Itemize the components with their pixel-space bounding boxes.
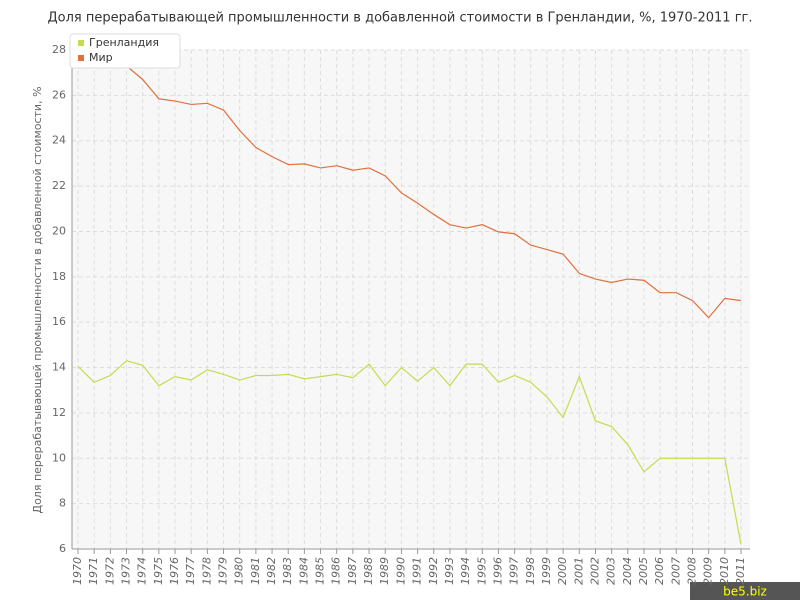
x-tick-label: 1973 xyxy=(120,557,133,585)
x-tick-label: 1983 xyxy=(281,557,294,585)
y-tick-label: 22 xyxy=(52,179,66,192)
x-tick-label: 2011 xyxy=(734,557,747,585)
x-tick-label: 1997 xyxy=(508,557,521,585)
x-tick-label: 2010 xyxy=(718,557,731,585)
y-tick-label: 16 xyxy=(52,315,66,328)
x-tick-label: 1979 xyxy=(217,557,230,585)
x-tick-label: 1977 xyxy=(184,557,197,585)
x-tick-label: 1980 xyxy=(233,557,246,585)
series-line xyxy=(77,51,742,319)
y-tick-label: 8 xyxy=(59,497,66,510)
x-tick-label: 2000 xyxy=(556,557,569,585)
x-tick-label: 1971 xyxy=(87,557,100,585)
x-tick-label: 1975 xyxy=(152,557,165,585)
legend-swatch xyxy=(78,55,84,61)
x-tick-label: 1974 xyxy=(136,557,149,585)
x-tick-label: 2008 xyxy=(685,557,698,585)
legend-box xyxy=(69,33,181,69)
x-tick-label: 2002 xyxy=(588,557,601,585)
x-tick-label: 1990 xyxy=(394,557,407,585)
x-tick-label: 1995 xyxy=(475,557,488,585)
watermark-box xyxy=(690,582,800,600)
x-tick-label: 1986 xyxy=(330,557,343,585)
x-tick-label: 2007 xyxy=(669,557,682,585)
y-tick-label: 26 xyxy=(52,88,66,101)
legend: Гренландия Мир xyxy=(69,33,181,69)
y-tick-label: 10 xyxy=(52,451,66,464)
x-tick-label: 1996 xyxy=(491,557,504,585)
y-tick-label: 12 xyxy=(52,406,66,419)
x-tick-label: 1978 xyxy=(200,557,213,585)
x-tick-label: 2006 xyxy=(653,557,666,585)
x-tick-label: 1998 xyxy=(524,557,537,585)
plot-area xyxy=(72,50,750,549)
x-tick-label: 1970 xyxy=(71,557,84,585)
x-tick-label: 1991 xyxy=(411,557,424,585)
legend-label: Мир xyxy=(89,51,113,64)
x-tick-label: 2003 xyxy=(605,557,618,585)
y-tick-label: 20 xyxy=(52,224,66,237)
series-line xyxy=(77,360,742,545)
x-tick-label: 1985 xyxy=(314,557,327,585)
y-axis-label: Доля перерабатывающей промышленности в д… xyxy=(31,86,44,513)
y-tick-label: 18 xyxy=(52,270,66,283)
watermark: be5.biz xyxy=(723,585,767,599)
x-tick-label: 2004 xyxy=(621,557,634,585)
x-tick-label: 1984 xyxy=(297,557,310,585)
y-tick-label: 6 xyxy=(59,542,66,555)
x-tick-label: 1972 xyxy=(103,557,116,585)
y-tick-label: 14 xyxy=(52,361,66,374)
x-tick-label: 1989 xyxy=(378,557,391,585)
x-tick-label: 2001 xyxy=(572,557,585,585)
y-tick-label: 28 xyxy=(52,43,66,56)
x-tick-label: 1992 xyxy=(427,557,440,585)
chart-title: Доля перерабатывающей промышленности в д… xyxy=(48,11,753,26)
x-tick-label: 1982 xyxy=(265,557,278,585)
x-tick-label: 1987 xyxy=(346,557,359,585)
x-tick-label: 1999 xyxy=(540,557,553,585)
x-tick-label: 1976 xyxy=(168,557,181,585)
legend-swatch xyxy=(78,40,84,46)
x-tick-label: 2009 xyxy=(702,557,715,585)
legend-label: Гренландия xyxy=(89,36,159,49)
y-tick-label: 24 xyxy=(52,134,66,147)
x-tick-label: 2005 xyxy=(637,557,650,585)
x-tick-label: 1993 xyxy=(443,557,456,585)
x-tick-label: 1988 xyxy=(362,557,375,585)
x-tick-label: 1981 xyxy=(249,557,262,585)
x-tick-label: 1994 xyxy=(459,557,472,585)
